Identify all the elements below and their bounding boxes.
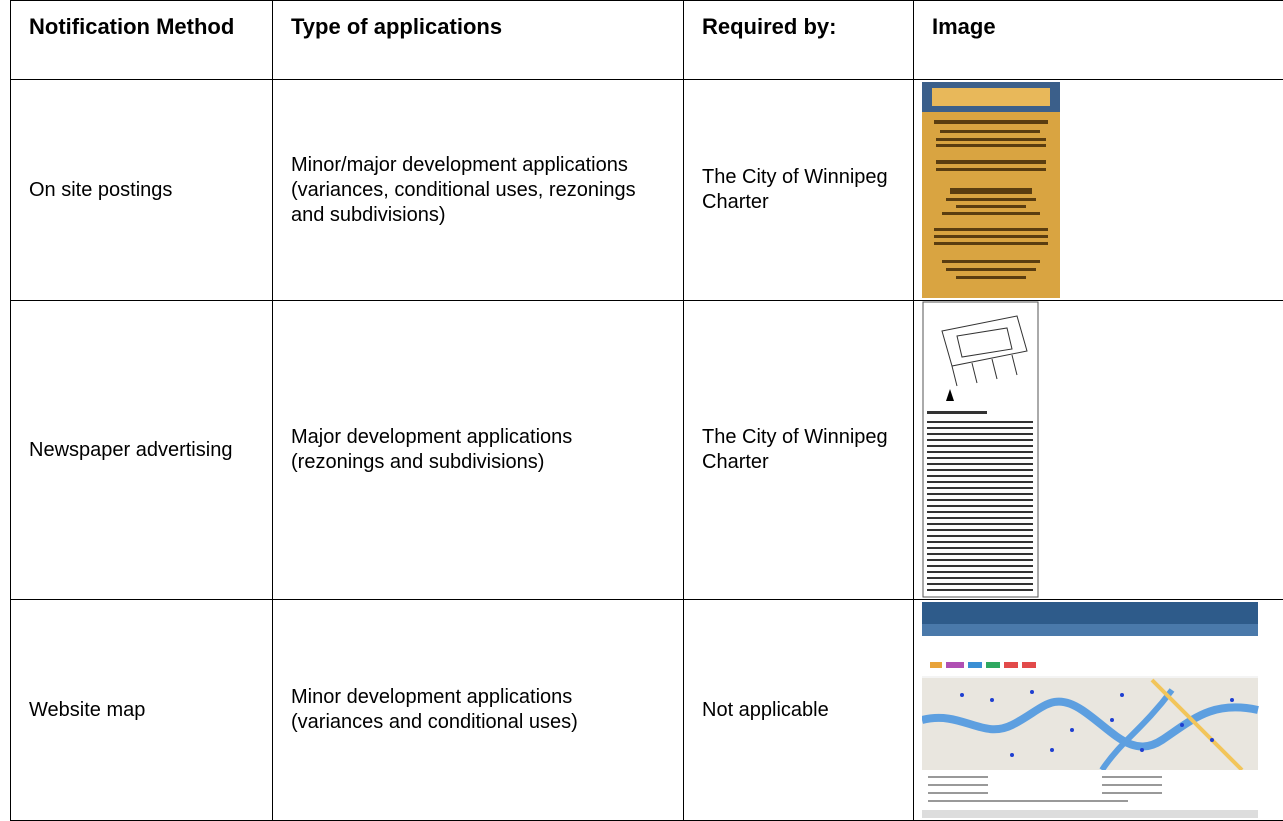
newspaper-image (922, 301, 1042, 598)
header-cell: Required by: (684, 1, 914, 80)
row: On site postings Minor/major development… (11, 80, 1283, 301)
cell: The City of Winnipeg Charter (684, 301, 914, 600)
header-row: Notification Method Type of applications… (11, 1, 1283, 80)
cell: Not applicable (684, 600, 914, 821)
notification-table: Notification Method Type of applications… (10, 0, 1283, 821)
cell: Website map (11, 600, 273, 821)
cell: Minor/major development applications (va… (273, 80, 684, 301)
row: Website map Minor development applicatio… (11, 600, 1283, 821)
image-cell (914, 80, 1283, 301)
image-cell (914, 600, 1283, 821)
header-cell: Notification Method (11, 1, 273, 80)
cell: Newspaper advertising (11, 301, 273, 600)
poster-image (922, 80, 1062, 299)
header-cell: Image (914, 1, 1283, 80)
cell: The City of Winnipeg Charter (684, 80, 914, 301)
header-cell: Type of applications (273, 1, 684, 80)
image-cell (914, 301, 1283, 600)
website-map-image (922, 600, 1262, 820)
cell: Major development applications (rezoning… (273, 301, 684, 600)
cell: Minor development applications (variance… (273, 600, 684, 821)
cell: On site postings (11, 80, 273, 301)
row: Newspaper advertising Major development … (11, 301, 1283, 600)
